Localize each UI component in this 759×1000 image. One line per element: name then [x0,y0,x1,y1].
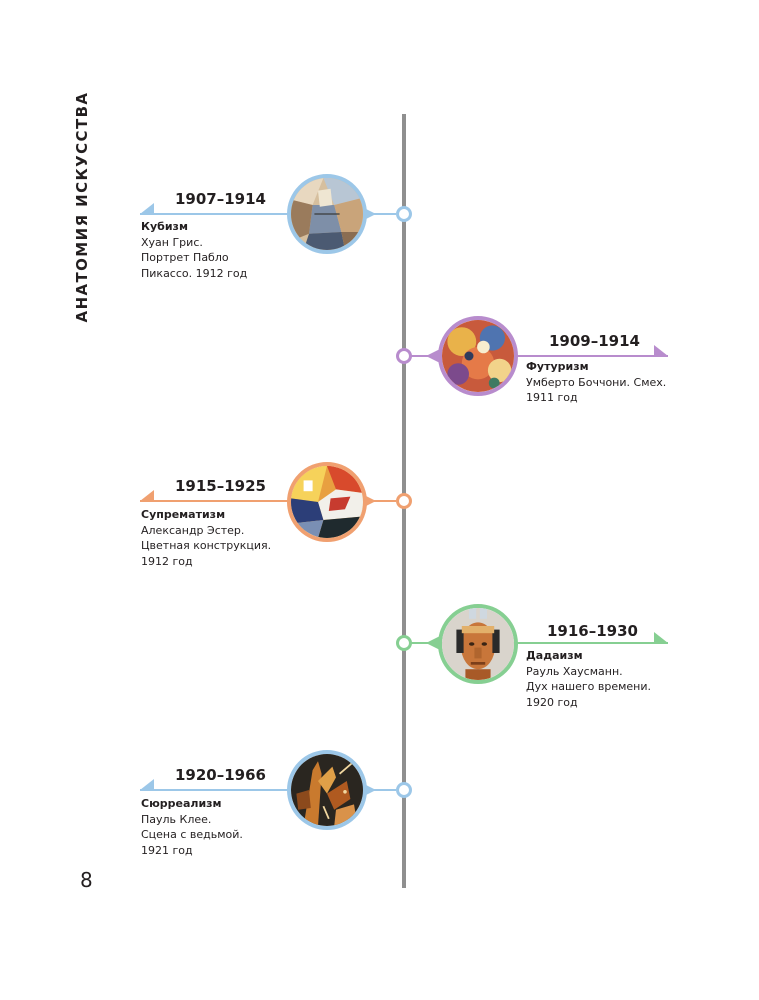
entry-caption: Футуризм Умберто Боччони. Смех. 1911 год [526,359,696,406]
timeline-connector [140,500,396,502]
book-title: АНАТОМИЯ ИСКУССТВА [73,91,91,323]
connector-notch [654,632,668,643]
futurist-painting-icon [438,316,518,396]
connector-notch [654,345,668,356]
connector-notch [140,490,154,501]
timeline-connector [140,213,396,215]
movement-name: Дадаизм [526,649,583,662]
timeline-node [396,348,412,364]
entry-caption: Сюрреализм Пауль Клее. Сцена с ведьмой. … [141,796,311,858]
caption-line: 1920 год [526,695,578,709]
period-years: 1915–1925 [175,477,266,495]
timeline-connector [410,642,668,644]
movement-name: Супрематизм [141,508,226,521]
pointer-arrow [426,636,440,650]
suprematist-composition-icon [287,462,367,542]
caption-line: Рауль Хаусманн. [526,664,623,678]
surrealist-witch-scene-icon [287,750,367,830]
caption-line: Александр Эстер. [141,523,245,537]
timeline-node [396,206,412,222]
caption-line: Цветная конструкция. [141,539,272,552]
entry-caption: Дадаизм Рауль Хаусманн. Дух нашего време… [526,648,696,710]
movement-name: Сюрреализм [141,797,222,810]
caption-line: Дух нашего времени. [526,680,652,693]
caption-line: Пикассо. 1912 год [141,266,248,280]
movement-name: Футуризм [526,360,589,373]
caption-line: 1911 год [526,391,578,404]
dada-head-sculpture-icon [438,604,518,684]
pointer-arrow [426,349,440,363]
caption-line: 1921 год [141,843,193,857]
timeline-connector [140,789,396,791]
timeline-node [396,782,412,798]
period-years: 1907–1914 [175,190,266,208]
period-years: 1909–1914 [549,332,640,350]
page-number: 8 [80,868,93,892]
connector-notch [140,203,154,214]
caption-line: Портрет Пабло [141,251,229,264]
caption-line: Умберто Боччони. Смех. [526,375,667,389]
timeline-node [396,493,412,509]
book-title-vertical: АНАТОМИЯ ИСКУССТВА [62,92,102,323]
caption-line: 1912 год [141,554,193,568]
entry-caption: Кубизм Хуан Грис. Портрет Пабло Пикассо.… [141,219,311,281]
timeline-node [396,635,412,651]
period-years: 1920–1966 [175,766,266,784]
entry-caption: Супрематизм Александр Эстер. Цветная кон… [141,507,311,569]
caption-line: Хуан Грис. [141,235,203,249]
movement-name: Кубизм [141,220,188,233]
cubist-portrait-icon [287,174,367,254]
caption-line: Сцена с ведьмой. [141,828,243,841]
timeline-connector [410,355,668,357]
period-years: 1916–1930 [547,622,638,640]
caption-line: Пауль Клее. [141,812,212,826]
connector-notch [140,779,154,790]
